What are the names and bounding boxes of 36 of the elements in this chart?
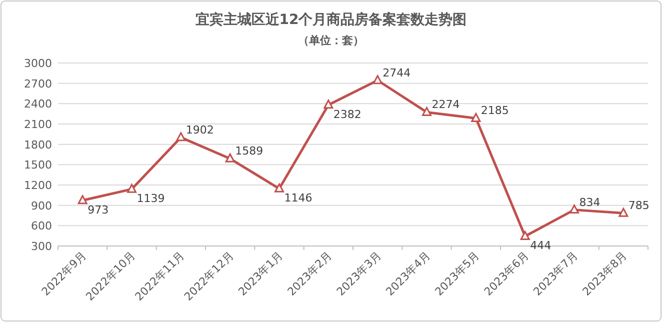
- point: [324, 100, 334, 109]
- data-label: 1146: [284, 192, 312, 205]
- data-label: 1902: [186, 123, 214, 136]
- y-tick-label: 3000: [24, 57, 52, 70]
- data-label: 2382: [333, 108, 362, 121]
- point: [570, 204, 579, 214]
- data-label: 834: [579, 196, 600, 209]
- y-tick-label: 1800: [24, 138, 52, 152]
- y-tick-label: 2700: [24, 77, 52, 90]
- point: [274, 183, 284, 192]
- data-label: 785: [628, 199, 650, 212]
- y-tick-label: 1500: [24, 158, 52, 172]
- point: [422, 106, 432, 116]
- y-tick-label: 600: [31, 220, 52, 233]
- y-tick-label: 1200: [24, 179, 52, 192]
- point: [176, 132, 186, 142]
- data-label: 2185: [480, 104, 509, 118]
- point: [225, 153, 235, 162]
- y-tick-label: 300: [31, 240, 52, 253]
- y-tick-label: 2100: [24, 118, 52, 131]
- point: [78, 195, 88, 204]
- point: [471, 112, 481, 122]
- point: [618, 208, 628, 217]
- y-tick-label: 2400: [24, 98, 52, 111]
- y-tick-label: 900: [31, 199, 52, 212]
- point: [520, 230, 530, 240]
- data-label: 2744: [382, 66, 411, 80]
- chart-title: 宜宾主城区近12个月商品房备案套数走势图: [195, 11, 467, 28]
- data-label: 1139: [136, 192, 165, 206]
- data-label: 444: [530, 239, 552, 252]
- data-label: 1589: [235, 144, 264, 158]
- data-label: 973: [88, 203, 109, 216]
- chart-subtitle: （单位：套）: [298, 34, 364, 47]
- point: [372, 75, 382, 84]
- point: [127, 184, 136, 193]
- data-label: 2274: [432, 98, 460, 112]
